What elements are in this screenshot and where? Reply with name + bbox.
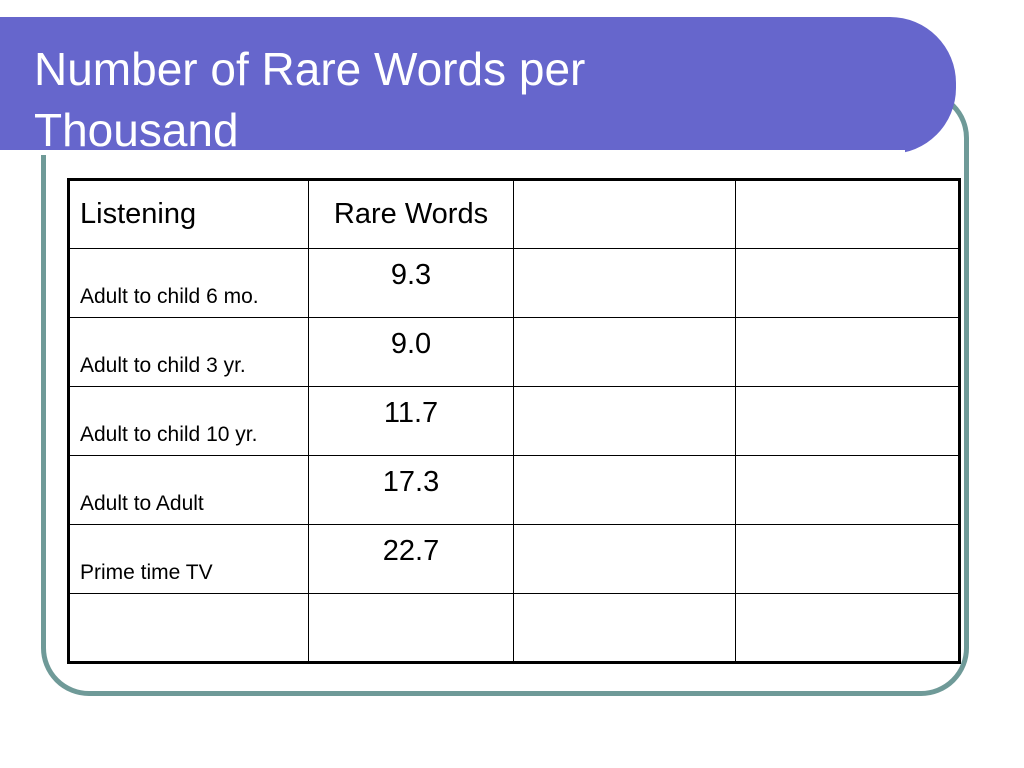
rare-words-table: Listening Rare Words Adult to child 6 mo… [67,178,961,664]
table-row [68,593,960,663]
empty-cell [513,593,736,663]
slide-title-line-1: Number of Rare Words per [34,43,586,95]
empty-cell [513,317,736,387]
empty-cell [513,248,736,318]
row-value [308,593,514,663]
slide-title-line-2: Thousand [34,104,239,156]
row-label: Adult to child 10 yr. [68,386,309,456]
row-label: Prime time TV [68,524,309,594]
table-row: Adult to Adult 17.3 [68,455,960,525]
header-cell-empty-3 [513,179,736,249]
table-header-row: Listening Rare Words [68,179,960,249]
empty-cell [735,386,960,456]
row-label: Adult to child 3 yr. [68,317,309,387]
row-label [68,593,309,663]
table-row: Prime time TV 22.7 [68,524,960,594]
row-value: 9.0 [308,317,514,387]
empty-cell [513,386,736,456]
table-row: Adult to child 6 mo. 9.3 [68,248,960,318]
empty-cell [513,455,736,525]
title-bar: Number of Rare Words per Thousand [0,17,956,156]
row-value: 17.3 [308,455,514,525]
row-value: 11.7 [308,386,514,456]
row-value: 22.7 [308,524,514,594]
table-row: Adult to child 10 yr. 11.7 [68,386,960,456]
header-cell-rare-words: Rare Words [308,179,514,249]
row-label: Adult to child 6 mo. [68,248,309,318]
empty-cell [735,524,960,594]
empty-cell [735,455,960,525]
empty-cell [735,593,960,663]
header-cell-listening: Listening [68,179,309,249]
title-underline [0,150,905,155]
empty-cell [735,317,960,387]
row-value: 9.3 [308,248,514,318]
empty-cell [513,524,736,594]
row-label: Adult to Adult [68,455,309,525]
header-cell-empty-4 [735,179,960,249]
table-row: Adult to child 3 yr. 9.0 [68,317,960,387]
slide-title: Number of Rare Words per Thousand [34,39,894,161]
empty-cell [735,248,960,318]
